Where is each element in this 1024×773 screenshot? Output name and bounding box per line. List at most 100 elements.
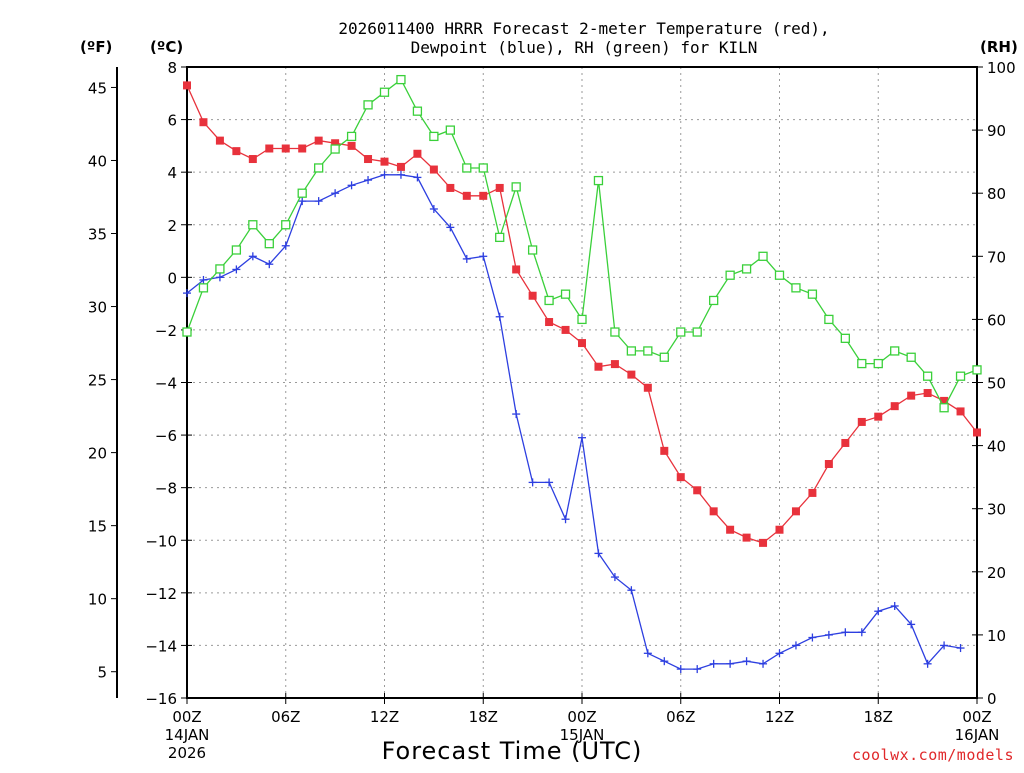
data-point xyxy=(594,549,603,558)
celsius-tick-label: −8 xyxy=(155,480,177,498)
data-point xyxy=(215,264,225,274)
data-point xyxy=(215,273,224,282)
data-point xyxy=(791,641,800,650)
data-point xyxy=(479,191,488,200)
data-point xyxy=(643,649,652,658)
data-point xyxy=(594,362,603,371)
data-point xyxy=(791,283,801,293)
data-point xyxy=(759,659,768,668)
celsius-tick-label: 6 xyxy=(167,112,177,130)
celsius-tick-label: −2 xyxy=(155,322,177,340)
data-point xyxy=(364,155,373,164)
data-point xyxy=(281,241,290,250)
series-temperature xyxy=(183,81,981,547)
data-point xyxy=(726,659,735,668)
rh-tick-label: 60 xyxy=(987,311,1006,329)
data-point xyxy=(627,586,636,595)
data-point xyxy=(709,507,718,516)
data-point xyxy=(578,339,586,348)
data-point xyxy=(742,533,751,542)
x-tick-sublabel: 16JAN xyxy=(955,726,1000,744)
x-tick-sublabel: 14JAN xyxy=(165,726,210,744)
data-point xyxy=(248,220,258,230)
celsius-tick-label: 4 xyxy=(167,164,177,182)
x-tick-label: 00Z xyxy=(567,708,596,726)
axes-layer: 86420−2−4−6−8−10−12−14−16100908070605040… xyxy=(88,59,1016,762)
fahrenheit-tick-label: 5 xyxy=(97,664,107,682)
x-tick-label: 06Z xyxy=(666,708,695,726)
data-point xyxy=(331,189,340,198)
series-line-dewpoint xyxy=(186,174,961,670)
data-point xyxy=(248,252,257,261)
data-point xyxy=(281,220,291,230)
rh-unit-label: (RH) xyxy=(980,38,1018,56)
rh-tick-label: 40 xyxy=(987,438,1006,456)
data-point xyxy=(808,488,817,497)
data-point xyxy=(264,239,274,249)
data-point xyxy=(874,412,883,421)
data-point xyxy=(923,389,932,398)
celsius-tick-label: 0 xyxy=(167,269,177,287)
data-point xyxy=(347,181,356,190)
data-point xyxy=(265,144,274,153)
data-point xyxy=(413,173,422,182)
data-point xyxy=(578,433,586,442)
x-tick-label: 12Z xyxy=(765,708,794,726)
data-point xyxy=(495,232,505,243)
data-point xyxy=(857,417,866,426)
data-point xyxy=(561,325,570,334)
celsius-tick-label: −10 xyxy=(145,532,177,550)
grid-layer xyxy=(187,67,977,698)
rh-tick-label: 20 xyxy=(987,564,1006,582)
x-axis-label: Forecast Time (UTC) xyxy=(382,737,643,765)
data-point xyxy=(379,87,390,97)
data-point xyxy=(742,657,751,666)
data-point xyxy=(643,383,652,392)
data-point xyxy=(973,428,981,437)
data-point xyxy=(923,659,932,668)
data-point xyxy=(363,100,373,110)
data-point xyxy=(380,157,389,166)
fahrenheit-tick-label: 25 xyxy=(88,372,107,390)
fahrenheit-tick-label: 30 xyxy=(88,299,107,317)
rh-tick-label: 30 xyxy=(987,501,1006,519)
data-point xyxy=(709,295,719,306)
data-point xyxy=(412,106,423,116)
data-point xyxy=(429,131,439,142)
rh-tick-label: 70 xyxy=(987,248,1006,266)
x-tick-label: 00Z xyxy=(172,708,201,726)
rh-tick-label: 100 xyxy=(987,59,1016,77)
celsius-tick-label: 2 xyxy=(167,217,177,235)
data-point xyxy=(199,275,208,284)
x-tick-sublabel: 2026 xyxy=(168,744,206,762)
credit-text: coolwx.com/models xyxy=(852,746,1014,764)
data-point xyxy=(857,358,867,369)
data-point xyxy=(956,407,965,416)
data-point xyxy=(330,144,340,154)
data-point xyxy=(726,525,735,534)
fahrenheit-tick-label: 45 xyxy=(88,79,107,97)
data-point xyxy=(890,601,899,610)
rh-tick-label: 0 xyxy=(987,690,997,708)
data-point xyxy=(231,245,242,255)
data-point xyxy=(462,163,472,173)
data-point xyxy=(807,289,818,299)
celsius-tick-label: −16 xyxy=(145,690,177,708)
data-point xyxy=(775,649,784,658)
data-point xyxy=(396,74,406,85)
x-tick-label: 18Z xyxy=(864,708,893,726)
data-point xyxy=(610,327,620,337)
data-point xyxy=(314,136,323,145)
celsius-tick-label: −12 xyxy=(145,585,177,603)
chart-title-line2: Dewpoint (blue), RH (green) for KILN xyxy=(411,38,758,57)
data-point xyxy=(297,188,307,198)
celsius-tick-label: −4 xyxy=(155,375,177,393)
data-point xyxy=(215,136,224,145)
data-point xyxy=(940,396,949,405)
fahrenheit-tick-label: 15 xyxy=(88,518,107,536)
data-point xyxy=(956,644,965,653)
rh-tick-label: 50 xyxy=(987,375,1006,393)
data-point xyxy=(545,478,554,487)
